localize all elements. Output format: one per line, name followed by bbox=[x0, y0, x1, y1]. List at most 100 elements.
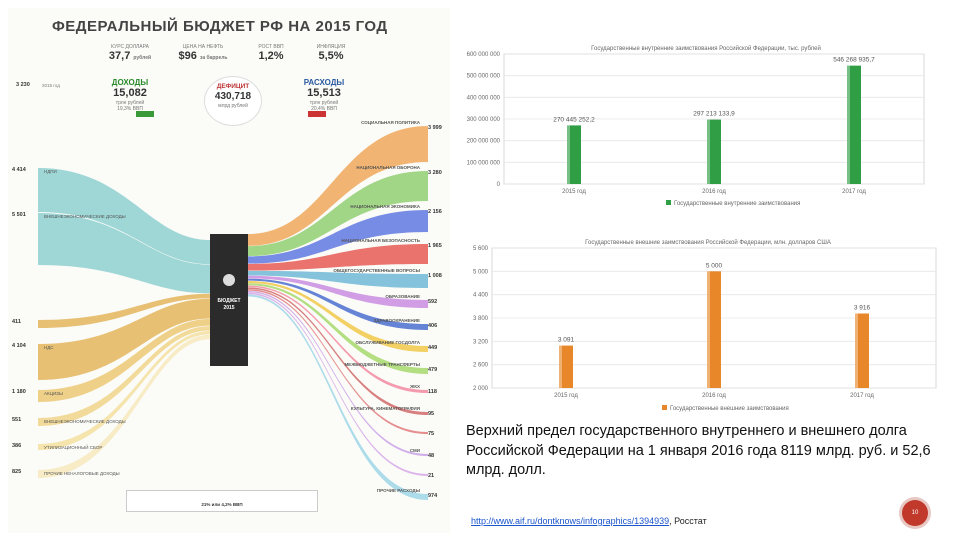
expense-value: 48 bbox=[428, 453, 435, 459]
expense-label: ПРОЧИЕ РАСХОДЫ bbox=[376, 488, 420, 493]
x-tick-label: 2017 год bbox=[850, 393, 874, 399]
income-flow bbox=[38, 213, 210, 294]
income-value: 551 bbox=[12, 417, 22, 423]
expense-value: 1 965 bbox=[428, 243, 442, 249]
expense-label: ЗДРАВООХРАНЕНИЕ bbox=[373, 318, 420, 323]
expense-value: 95 bbox=[428, 411, 435, 417]
left-header-note: 2015 год bbox=[42, 83, 60, 88]
kpi-value: 1,2% bbox=[258, 50, 284, 62]
expense-label: НАЦИОНАЛЬНАЯ ЭКОНОМИКА bbox=[350, 204, 420, 209]
expenses-block: РАСХОДЫ 15,513 трлн рублей 20,4% ВВП bbox=[294, 78, 354, 112]
budget-infographic: ФЕДЕРАЛЬНЫЙ БЮДЖЕТ РФ НА 2015 ГОД КУРС Д… bbox=[8, 8, 450, 533]
income-value: 825 bbox=[12, 469, 22, 475]
y-tick-label: 3 200 bbox=[473, 339, 489, 345]
expense-flow bbox=[248, 171, 428, 257]
kpi-label: ИНФЛЯЦИЯ bbox=[316, 44, 346, 50]
y-tick-label: 0 bbox=[497, 182, 501, 188]
bar-highlight bbox=[855, 313, 858, 388]
debt-caption: Верхний предел государственного внутренн… bbox=[466, 423, 931, 478]
incomes-label: ДОХОДЫ bbox=[111, 78, 149, 87]
bar bbox=[567, 125, 581, 184]
kpi-inflation: ИНФЛЯЦИЯ 5,5% bbox=[306, 44, 356, 63]
income-label: ПРОЧИЕ НЕНАЛОГОВЫЕ ДОХОДЫ bbox=[44, 471, 120, 476]
center-line-2: 2015 bbox=[223, 305, 235, 311]
expense-flow bbox=[248, 244, 428, 271]
expense-value: 3 999 bbox=[428, 125, 442, 131]
y-tick-label: 400 000 000 bbox=[467, 95, 501, 101]
expense-value: 406 bbox=[428, 323, 438, 329]
deficit-block: ДЕФИЦИТ 430,718 млрд рублей bbox=[204, 76, 262, 126]
x-tick-label: 2016 год bbox=[702, 393, 726, 399]
expense-value: 118 bbox=[428, 389, 437, 395]
expense-value: 2 156 bbox=[428, 209, 442, 215]
bar-highlight bbox=[707, 271, 710, 388]
sankey-diagram bbox=[38, 126, 428, 500]
incomes-arrow-icon bbox=[136, 111, 154, 117]
income-flow bbox=[38, 298, 210, 380]
expense-flow bbox=[248, 278, 428, 330]
kpi-label: РОСТ ВВП bbox=[258, 44, 284, 50]
income-value: 4 414 bbox=[12, 167, 26, 173]
x-tick-label: 2015 год bbox=[562, 189, 586, 195]
chart-title: Государственные внутренние заимствования… bbox=[591, 45, 821, 52]
expense-value: 974 bbox=[428, 493, 438, 499]
bar bbox=[559, 345, 573, 388]
expenses-note: 20,4% ВВП bbox=[311, 106, 337, 112]
expense-flow bbox=[248, 275, 428, 308]
kpi-value: $96 bbox=[178, 50, 197, 62]
deficit-value: 430,718 bbox=[214, 91, 252, 102]
left-header-value: 3 230 bbox=[16, 82, 30, 88]
y-tick-label: 2 000 bbox=[473, 386, 489, 392]
kpi-value: 5,5% bbox=[318, 50, 344, 62]
data-label: 546 268 935,7 bbox=[833, 57, 875, 64]
income-value: 5 501 bbox=[12, 212, 26, 218]
expenses-label: РАСХОДЫ bbox=[303, 78, 345, 87]
deficit-unit: млрд рублей bbox=[218, 103, 248, 109]
income-label: ВНЕШНЕЭКОНОМИЧЕСКИЕ ДОХОДЫ bbox=[44, 214, 126, 219]
external-borrowing-chart: Государственные внешние заимствования Ро… bbox=[456, 232, 940, 418]
expense-value: 592 bbox=[428, 299, 438, 305]
bar-highlight bbox=[559, 345, 562, 388]
source-suffix: , Росстат bbox=[669, 516, 707, 526]
legend-swatch bbox=[666, 200, 671, 205]
income-label: УТИЛИЗАЦИОННЫЙ СБОР bbox=[44, 445, 103, 450]
expense-label: ОБЩЕГОСУДАРСТВЕННЫЕ ВОПРОСЫ bbox=[333, 268, 420, 273]
infographic-title: ФЕДЕРАЛЬНЫЙ БЮДЖЕТ РФ НА 2015 ГОД bbox=[52, 18, 388, 35]
x-tick-label: 2015 год bbox=[554, 393, 578, 399]
y-tick-label: 100 000 000 bbox=[467, 160, 501, 166]
kpi-label: КУРС ДОЛЛАРА bbox=[111, 44, 149, 50]
kpi-oil: ЦЕНА НА НЕФТЬ $96 за баррель bbox=[173, 44, 233, 65]
budget-center-block bbox=[210, 234, 248, 366]
bar bbox=[847, 65, 861, 184]
expense-value: 449 bbox=[428, 345, 438, 351]
income-value: 386 bbox=[12, 443, 22, 449]
center-block-label: БЮДЖЕТ 2015 bbox=[210, 298, 248, 312]
expense-value: 479 bbox=[428, 367, 438, 373]
source-link[interactable]: http://www.aif.ru/dontknows/infographics… bbox=[471, 516, 670, 526]
expenses-arrow-icon bbox=[308, 111, 326, 117]
kpi-value: 37,7 bbox=[108, 50, 131, 62]
expense-label: ЖКХ bbox=[410, 384, 420, 389]
data-label: 270 445 252,2 bbox=[553, 116, 595, 123]
income-label: НДС bbox=[44, 345, 54, 350]
expense-label: СОЦИАЛЬНАЯ ПОЛИТИКА bbox=[361, 120, 420, 125]
income-label: НДПИ bbox=[44, 169, 57, 174]
chart-title: Государственные внешние заимствования Ро… bbox=[585, 239, 831, 246]
data-label: 3 091 bbox=[558, 337, 575, 344]
expense-value: 21 bbox=[428, 473, 435, 479]
expense-label: ОБРАЗОВАНИЕ bbox=[385, 294, 420, 299]
expense-flow bbox=[248, 126, 428, 246]
incomes-note: 19,3% ВВП bbox=[117, 106, 143, 112]
y-tick-label: 2 600 bbox=[473, 363, 489, 369]
income-flow bbox=[38, 293, 210, 328]
x-tick-label: 2017 год bbox=[842, 189, 866, 195]
kpi-label: ЦЕНА НА НЕФТЬ bbox=[182, 44, 224, 50]
bar-highlight bbox=[847, 65, 850, 184]
expense-label: НАЦИОНАЛЬНАЯ БЕЗОПАСНОСТЬ bbox=[341, 238, 420, 243]
chart-internal-svg: Государственные внутренние заимствования… bbox=[467, 45, 925, 207]
legend-swatch bbox=[662, 405, 667, 410]
expense-flow bbox=[248, 280, 428, 352]
expense-flow bbox=[248, 270, 428, 288]
bottom-note-box: 21% или 4,2% ВВП bbox=[126, 490, 318, 512]
chart-external-svg: Государственные внешние заимствования Ро… bbox=[473, 239, 937, 412]
